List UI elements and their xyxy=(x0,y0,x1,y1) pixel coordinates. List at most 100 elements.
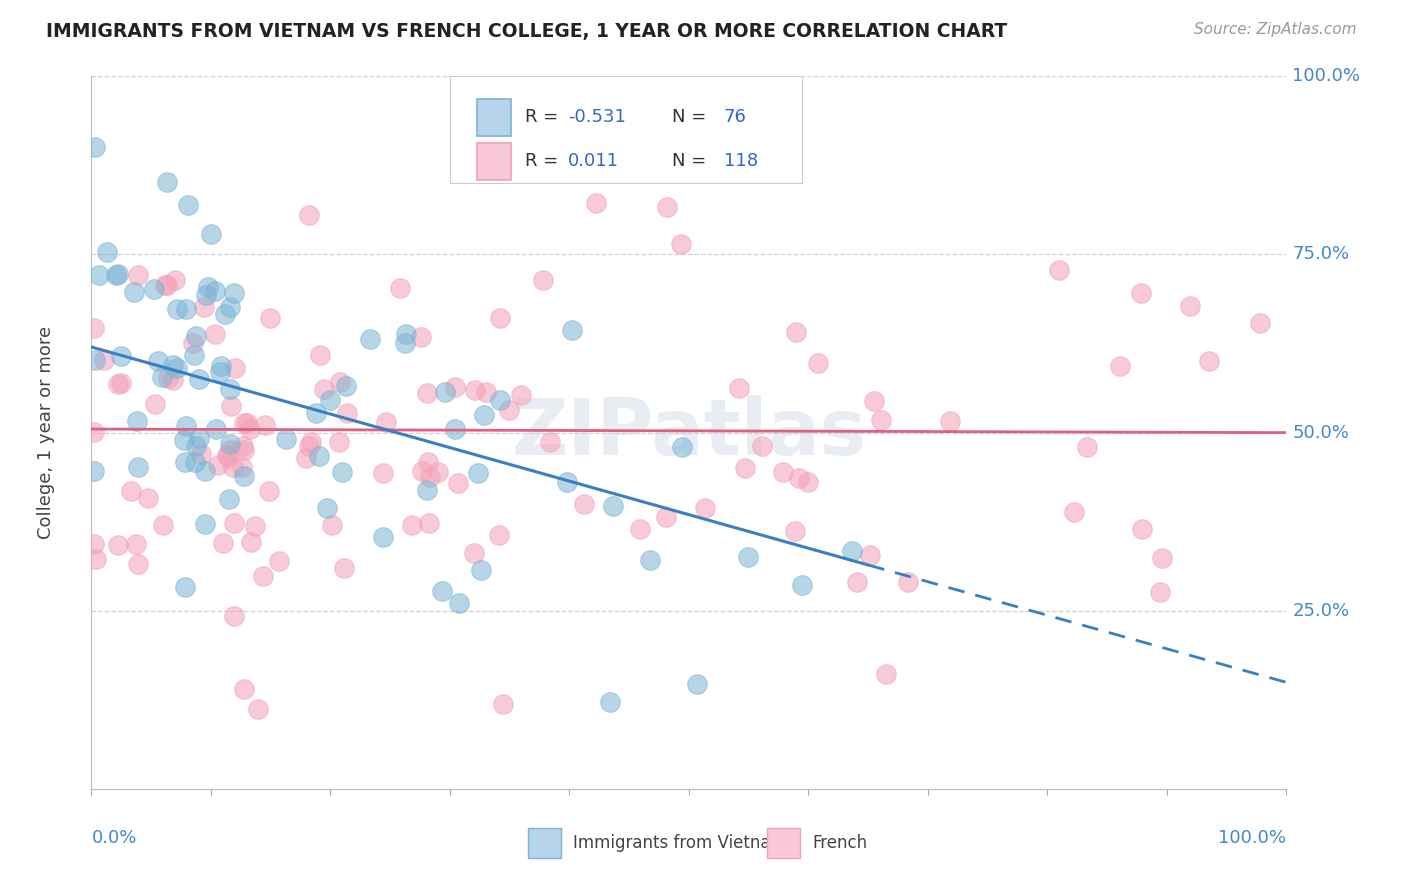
Point xyxy=(308,348,330,362)
Point xyxy=(217,448,239,462)
Point xyxy=(143,282,166,296)
Point xyxy=(444,422,467,436)
Point xyxy=(104,268,127,282)
Point xyxy=(218,300,240,314)
Point xyxy=(695,144,717,158)
Point xyxy=(359,332,381,346)
Point xyxy=(657,200,679,214)
Point xyxy=(157,370,180,384)
Point xyxy=(125,537,148,551)
Point xyxy=(236,416,259,430)
Text: N =: N = xyxy=(672,108,713,127)
Point xyxy=(394,336,416,351)
Point xyxy=(329,375,352,389)
Point xyxy=(246,702,269,716)
Point xyxy=(375,415,398,429)
Point xyxy=(846,575,869,590)
Point xyxy=(602,500,624,514)
Point xyxy=(671,441,693,455)
Point xyxy=(207,458,229,472)
Point xyxy=(638,553,661,567)
Point xyxy=(686,677,709,691)
Point xyxy=(1047,263,1070,277)
Point xyxy=(276,432,298,446)
Point xyxy=(83,425,105,440)
Point xyxy=(298,439,321,453)
Point xyxy=(152,518,174,533)
Point xyxy=(498,403,520,417)
Point xyxy=(555,475,578,489)
Text: 0.011: 0.011 xyxy=(568,153,619,170)
Point xyxy=(416,385,439,400)
Bar xyxy=(766,828,800,858)
Point xyxy=(217,450,239,465)
Point xyxy=(737,549,759,564)
Point xyxy=(200,227,222,241)
Point xyxy=(204,327,226,342)
Point xyxy=(218,491,240,506)
Point xyxy=(1149,585,1171,599)
Point xyxy=(1109,359,1132,374)
Point xyxy=(127,557,149,571)
Point xyxy=(136,491,159,505)
Point xyxy=(245,518,267,533)
Point xyxy=(155,277,177,292)
Bar xyxy=(478,143,510,180)
Point xyxy=(87,268,110,283)
Text: French: French xyxy=(813,834,868,852)
Point xyxy=(373,466,395,480)
Point xyxy=(572,497,595,511)
Point xyxy=(156,277,179,292)
Point xyxy=(585,195,607,210)
Point xyxy=(194,464,217,478)
Point xyxy=(187,431,209,445)
Point xyxy=(734,461,756,475)
Point xyxy=(96,244,118,259)
Point xyxy=(174,580,197,594)
Point xyxy=(208,365,231,379)
Point xyxy=(328,435,350,450)
Point xyxy=(371,530,394,544)
Point xyxy=(84,353,107,368)
Point xyxy=(83,321,105,335)
Point xyxy=(184,329,207,343)
Point xyxy=(110,376,132,391)
Point xyxy=(1063,505,1085,519)
Point xyxy=(232,469,254,483)
Point xyxy=(433,384,456,399)
Point xyxy=(150,370,173,384)
Point xyxy=(211,536,233,550)
Point xyxy=(787,471,810,485)
Point xyxy=(197,279,219,293)
Point xyxy=(83,464,105,478)
Point xyxy=(187,372,209,386)
Point xyxy=(449,596,471,610)
Point xyxy=(783,524,806,538)
Point xyxy=(489,311,512,326)
Point xyxy=(463,546,485,560)
Point xyxy=(222,608,245,623)
Point xyxy=(411,465,433,479)
Point xyxy=(219,399,242,413)
Point xyxy=(628,522,651,536)
Point xyxy=(1130,285,1153,300)
Point xyxy=(409,330,432,344)
Point xyxy=(184,439,207,453)
Text: 100.0%: 100.0% xyxy=(1219,829,1286,847)
Point xyxy=(181,336,204,351)
Point xyxy=(162,373,184,387)
Text: 118: 118 xyxy=(724,153,758,170)
Point xyxy=(312,382,335,396)
Text: IMMIGRANTS FROM VIETNAM VS FRENCH COLLEGE, 1 YEAR OR MORE CORRELATION CHART: IMMIGRANTS FROM VIETNAM VS FRENCH COLLEG… xyxy=(46,22,1008,41)
Point xyxy=(107,538,129,552)
Point xyxy=(218,436,240,450)
Point xyxy=(166,301,188,316)
Point xyxy=(174,302,197,317)
Point xyxy=(166,361,188,376)
Point xyxy=(205,422,228,436)
Point xyxy=(305,406,328,420)
Point xyxy=(84,139,107,153)
Point xyxy=(447,475,470,490)
Point xyxy=(388,281,411,295)
Point xyxy=(1130,522,1153,536)
